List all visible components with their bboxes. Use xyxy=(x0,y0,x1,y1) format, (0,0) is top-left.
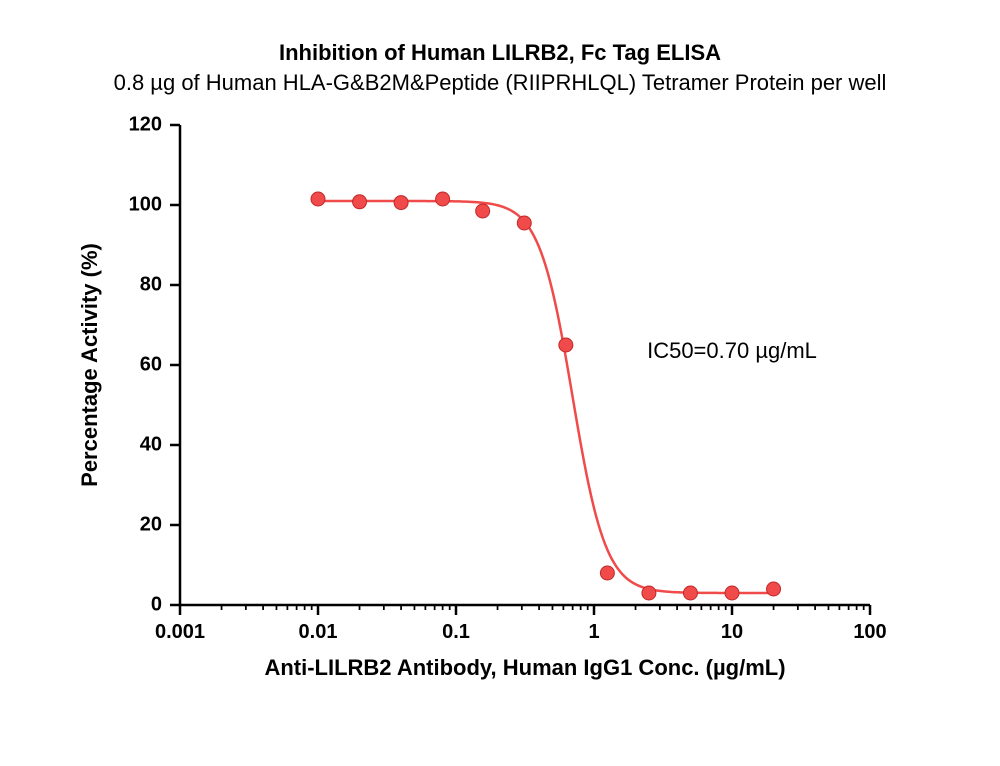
data-point xyxy=(517,216,531,230)
fit-curve xyxy=(318,201,774,593)
y-tick-label: 120 xyxy=(129,114,162,137)
chart-container: Inhibition of Human LILRB2, Fc Tag ELISA… xyxy=(0,0,1000,766)
y-axis-label: Percentage Activity (%) xyxy=(77,243,103,487)
x-tick-label: 100 xyxy=(853,621,886,644)
data-point xyxy=(642,586,656,600)
y-tick-label: 100 xyxy=(129,194,162,217)
y-tick-label: 80 xyxy=(140,274,162,297)
x-axis-label: Anti-LILRB2 Antibody, Human IgG1 Conc. (… xyxy=(264,655,785,681)
data-point xyxy=(436,192,450,206)
data-point xyxy=(683,586,697,600)
data-point xyxy=(311,192,325,206)
y-tick-label: 60 xyxy=(140,354,162,377)
data-point xyxy=(353,195,367,209)
data-point xyxy=(600,566,614,580)
y-tick-label: 0 xyxy=(151,594,162,617)
data-point xyxy=(476,204,490,218)
data-point xyxy=(559,338,573,352)
y-tick-label: 40 xyxy=(140,434,162,457)
data-point xyxy=(767,582,781,596)
x-tick-label: 1 xyxy=(588,621,599,644)
ic50-annotation: IC50=0.70 µg/mL xyxy=(647,338,817,364)
x-tick-label: 0.1 xyxy=(442,621,470,644)
data-point xyxy=(725,586,739,600)
x-tick-label: 0.01 xyxy=(299,621,338,644)
x-tick-label: 10 xyxy=(721,621,743,644)
x-tick-label: 0.001 xyxy=(155,621,205,644)
y-tick-label: 20 xyxy=(140,514,162,537)
data-point xyxy=(394,196,408,210)
